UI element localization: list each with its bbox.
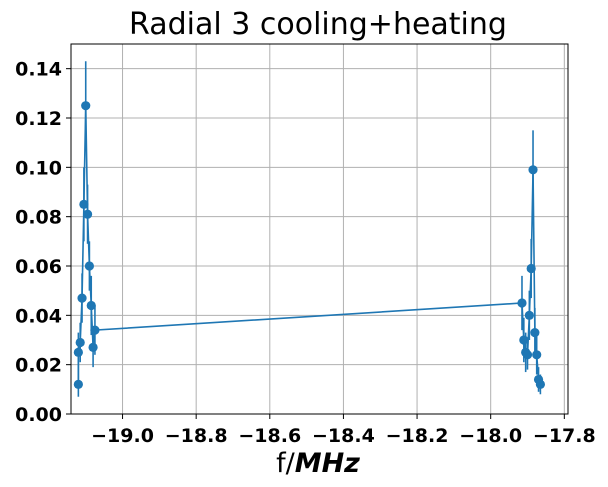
- data-point: [522, 350, 533, 360]
- x-tick-label: −17.8: [533, 425, 596, 447]
- x-tick-label: −18.2: [386, 425, 449, 447]
- data-point: [526, 263, 536, 274]
- y-tick-label: 0.04: [15, 305, 62, 327]
- x-tick-label: −19.0: [91, 425, 154, 447]
- data-point: [519, 335, 529, 345]
- y-tick-label: 0.06: [15, 256, 62, 278]
- data-point: [90, 325, 100, 335]
- x-tick-label: −18.0: [459, 425, 522, 447]
- x-axis-label-unit: MHz: [295, 448, 360, 479]
- data-point: [88, 342, 98, 352]
- grid-lines: [71, 44, 568, 415]
- data-point: [528, 165, 538, 175]
- data-point: [517, 298, 527, 308]
- data-point: [81, 101, 91, 111]
- x-axis-label: f/MHz: [276, 448, 360, 479]
- data-point: [524, 310, 534, 320]
- y-axis-ticks: 0.00 0.02 0.04 0.06 0.08 0.10 0.12 0.14: [15, 59, 71, 426]
- data-point: [532, 350, 542, 360]
- x-axis-ticks: −19.0 −18.8 −18.6 −18.4 −18.2 −18.0 −17.8: [91, 414, 596, 447]
- y-tick-label: 0.10: [15, 157, 62, 179]
- y-tick-label: 0.08: [15, 207, 62, 229]
- data-point: [77, 293, 87, 303]
- data-point: [535, 379, 545, 389]
- data-point: [75, 337, 85, 348]
- x-tick-label: −18.6: [238, 425, 301, 447]
- chart-title: Radial 3 cooling+heating: [129, 7, 507, 42]
- data-point: [84, 261, 95, 271]
- series-line: [77, 105, 542, 385]
- data-point: [86, 300, 96, 311]
- data-point: [73, 379, 83, 389]
- x-tick-label: −18.8: [165, 425, 228, 447]
- data-point: [530, 328, 540, 338]
- error-bars: [77, 61, 542, 397]
- y-tick-label: 0.14: [15, 59, 62, 81]
- y-tick-label: 0.12: [15, 108, 62, 130]
- data-point: [73, 347, 83, 357]
- x-axis-label-prefix: f/: [276, 448, 296, 479]
- x-tick-label: −18.4: [312, 425, 375, 447]
- plot-frame: [70, 43, 569, 415]
- y-tick-label: 0.02: [15, 355, 62, 377]
- markers: [73, 101, 545, 389]
- y-tick-label: 0.00: [15, 404, 62, 426]
- data-point: [79, 199, 89, 209]
- data-point: [82, 209, 93, 219]
